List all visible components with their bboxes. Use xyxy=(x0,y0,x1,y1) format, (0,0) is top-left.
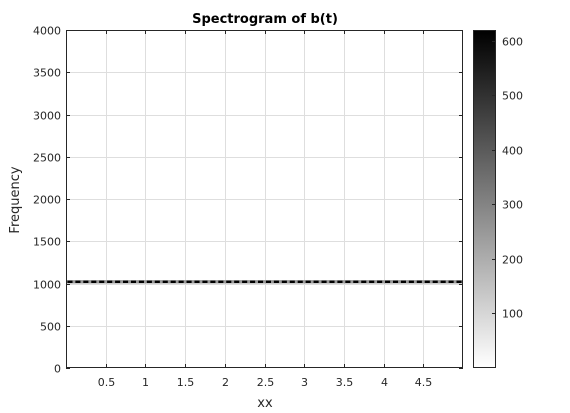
x-tick-label: 2.5 xyxy=(257,376,275,389)
spectrogram-band xyxy=(66,280,463,284)
band-segment xyxy=(289,280,295,283)
band-segment xyxy=(83,280,89,283)
band-segment xyxy=(281,280,287,283)
colorbar-tick-label: 500 xyxy=(502,90,523,103)
band-segment xyxy=(146,280,152,283)
band-segment xyxy=(234,280,240,283)
colorbar-tick-label: 600 xyxy=(502,36,523,49)
band-segment xyxy=(91,280,97,283)
x-tick-label: 2 xyxy=(222,376,229,389)
x-tick-label: 1 xyxy=(142,376,149,389)
band-segment xyxy=(210,280,216,283)
y-axis-label: Frequency xyxy=(8,166,23,233)
x-tick-label: 1.5 xyxy=(177,376,195,389)
band-segment xyxy=(226,280,232,283)
band-segment xyxy=(329,280,335,283)
y-tick-label: 2500 xyxy=(33,152,61,165)
x-axis: 0.5 1 1.5 2 2.5 3 3.5 4 4.5 xyxy=(98,30,433,389)
band-segment xyxy=(424,280,430,283)
band-segment xyxy=(456,280,462,283)
band-segment xyxy=(115,280,121,283)
band-segment xyxy=(194,280,200,283)
band-segment xyxy=(107,280,113,283)
band-segment xyxy=(416,280,422,283)
x-tick-label: 4 xyxy=(381,376,388,389)
band-segment xyxy=(67,280,73,283)
band-segment xyxy=(321,280,327,283)
band-segment xyxy=(218,280,224,283)
y-tick-label: 0 xyxy=(54,363,61,376)
band-segment xyxy=(273,280,279,283)
band-segment xyxy=(297,280,303,283)
band-segment xyxy=(305,280,311,283)
band-segment xyxy=(265,280,272,283)
grid-lines xyxy=(66,30,463,368)
band-segment xyxy=(432,280,438,283)
colorbar-ticks: 100 200 300 400 500 600 xyxy=(492,36,523,321)
band-segment xyxy=(170,280,176,283)
band-segment xyxy=(138,280,144,283)
band-segment xyxy=(313,280,319,283)
band-segment xyxy=(154,280,160,283)
band-segment xyxy=(448,280,454,283)
band-segment xyxy=(361,280,367,283)
band-segment xyxy=(130,280,137,283)
band-segment xyxy=(440,280,446,283)
y-tick-label: 3000 xyxy=(33,110,61,123)
band-segment xyxy=(385,280,391,283)
band-segment xyxy=(392,280,399,283)
colorbar-tick-label: 100 xyxy=(502,308,523,321)
chart-title: Spectrogram of b(t) xyxy=(192,12,338,27)
colorbar-tick-label: 200 xyxy=(502,254,523,267)
band-base xyxy=(66,280,463,284)
band-segment xyxy=(99,280,105,283)
plot-area: 0.5 1 1.5 2 2.5 3 3.5 4 4.5 0 500 1000 1500 2000 2500… xyxy=(33,25,463,389)
y-tick-label: 1500 xyxy=(33,236,61,249)
y-tick-label: 3500 xyxy=(33,67,61,80)
colorbar-tick-label: 300 xyxy=(502,199,523,212)
band-segment xyxy=(186,280,192,283)
band-segment xyxy=(162,280,168,283)
y-axis: 0 500 1000 1500 2000 2500 3000 3500 4000 xyxy=(33,25,463,376)
x-axis-label: xx xyxy=(257,396,273,411)
band-segment xyxy=(178,280,184,283)
colorbar-tick-label: 400 xyxy=(502,145,523,158)
x-tick-label: 0.5 xyxy=(98,376,116,389)
band-segment xyxy=(353,280,359,283)
band-segment xyxy=(242,280,248,283)
band-segment xyxy=(250,280,256,283)
x-tick-label: 4.5 xyxy=(415,376,433,389)
band-segment xyxy=(75,280,81,283)
band-segment xyxy=(408,280,414,283)
y-tick-label: 4000 xyxy=(33,25,61,38)
y-tick-label: 1000 xyxy=(33,279,61,292)
band-segment xyxy=(337,280,343,283)
y-tick-label: 2000 xyxy=(33,194,61,207)
colorbar-gradient xyxy=(473,30,496,368)
x-tick-label: 3 xyxy=(301,376,308,389)
band-segment xyxy=(202,280,208,283)
y-tick-label: 500 xyxy=(40,321,61,334)
colorbar: 100 200 300 400 500 600 xyxy=(473,30,523,368)
band-segment xyxy=(123,280,129,283)
band-segment xyxy=(377,280,383,283)
band-segment xyxy=(369,280,375,283)
x-tick-label: 3.5 xyxy=(336,376,354,389)
band-segment xyxy=(257,280,264,283)
band-segment xyxy=(400,280,406,283)
band-segment xyxy=(345,280,351,283)
